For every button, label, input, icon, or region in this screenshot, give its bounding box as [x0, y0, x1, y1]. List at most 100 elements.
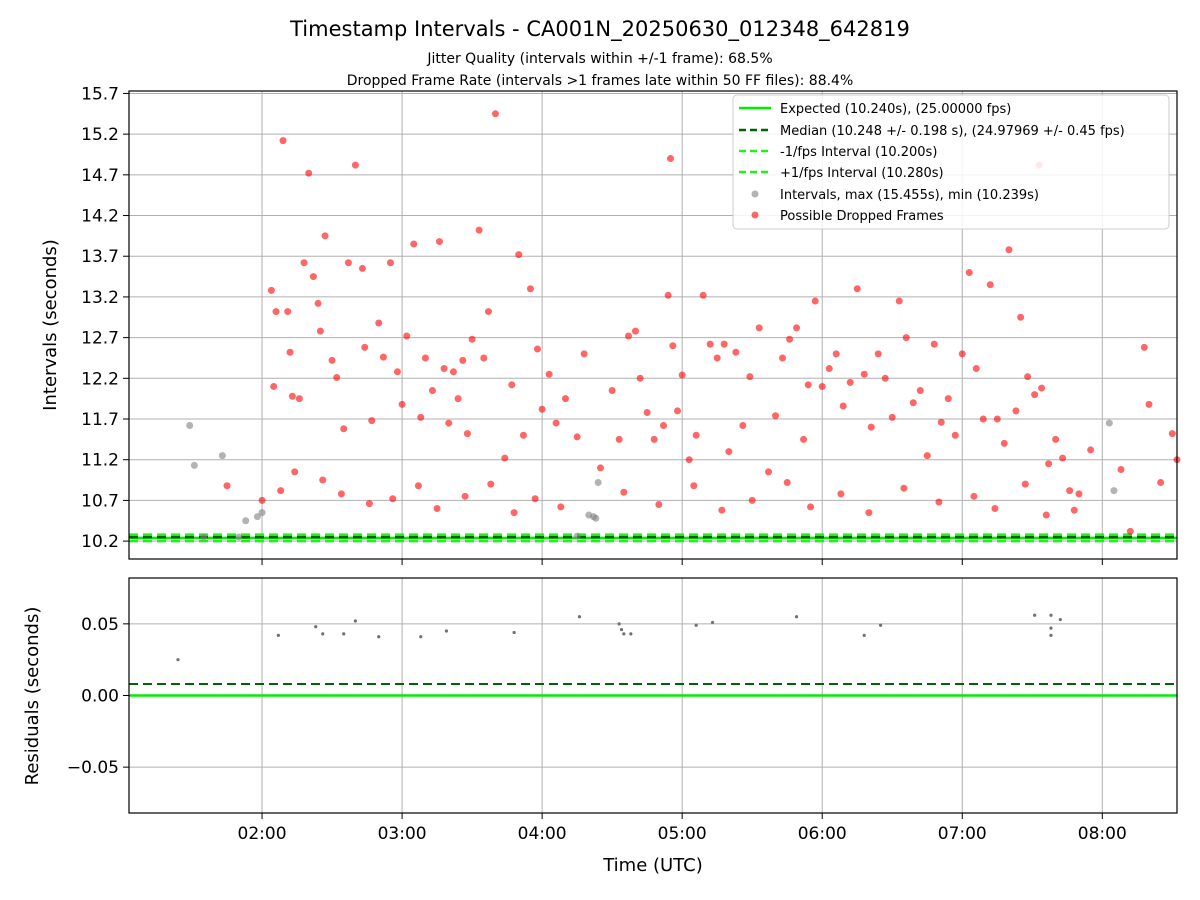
residual-point — [862, 633, 866, 637]
x-tick-label: 07:00 — [938, 824, 987, 844]
dropped-frame-point — [552, 419, 560, 427]
dropped-frame-point — [410, 240, 418, 248]
dropped-frame-point — [860, 370, 868, 378]
legend-intervals-label: Intervals, max (15.455s), min (10.239s) — [780, 188, 1039, 203]
residual-point — [794, 615, 799, 619]
intervals-y-tick-label: 14.2 — [81, 207, 119, 227]
residuals-x-ticks: 02:00 03:00 04:00 05:00 06:00 07:00 08:00 — [238, 813, 1127, 844]
intervals-panel: 10.2 10.7 11.2 11.7 12.2 12.7 13.2 13.7 14.2 14.7… — [40, 84, 1181, 565]
dropped-frame-point — [484, 308, 492, 316]
intervals-y-tick-label: 15.2 — [81, 125, 119, 145]
dropped-frame-point — [389, 495, 397, 503]
dropped-frame-point — [449, 368, 457, 376]
dropped-frame-point — [615, 435, 623, 443]
residuals-y-axis-label: Residuals (seconds) — [22, 607, 43, 786]
dropped-frame-point — [321, 232, 329, 240]
dropped-frame-point — [440, 365, 448, 373]
dropped-frame-point — [463, 430, 471, 438]
dropped-frame-point — [291, 468, 299, 476]
dropped-frame-point — [900, 484, 908, 492]
residual-point — [629, 632, 633, 636]
dropped-frame-point — [986, 281, 994, 289]
legend-intervals-swatch — [751, 190, 759, 198]
dropped-frame-point — [991, 505, 999, 513]
dropped-frame-point — [454, 395, 462, 403]
dropped-frame-point — [328, 356, 336, 364]
chart-subtitle-jitter: Jitter Quality (intervals within +/-1 fr… — [426, 51, 772, 67]
dropped-frame-point — [765, 468, 773, 476]
dropped-frame-point — [951, 431, 959, 439]
residual-point — [710, 620, 715, 625]
interval-point — [573, 532, 581, 540]
chart-subtitle-dropped: Dropped Frame Rate (intervals >1 frames … — [347, 73, 854, 89]
interval-point — [594, 478, 602, 486]
dropped-frame-point — [1038, 384, 1046, 392]
dropped-frame-point — [783, 478, 791, 486]
dropped-frame-point — [365, 500, 373, 508]
dropped-frame-point — [1145, 400, 1153, 408]
interval-point — [200, 533, 208, 541]
dropped-frame-point — [772, 412, 780, 420]
residuals-points — [176, 613, 1062, 662]
dropped-frame-point — [935, 498, 943, 506]
legend-median-label: Median (10.248 +/- 0.198 s), (24.97969 +… — [780, 124, 1125, 139]
dropped-frame-point — [660, 422, 668, 430]
legend-box — [732, 94, 1170, 230]
dropped-frame-point — [1066, 487, 1074, 495]
dropped-frame-point — [930, 340, 938, 348]
dropped-frame-point — [351, 161, 359, 169]
dropped-frame-point — [620, 488, 628, 496]
interval-point — [218, 452, 226, 460]
dropped-frame-point — [333, 373, 341, 381]
legend-plus-frame-label: +1/fps Interval (10.280s) — [780, 166, 944, 181]
x-tick-label: 03:00 — [378, 824, 427, 844]
dropped-frame-point — [1005, 246, 1013, 254]
dropped-frame-point — [361, 343, 369, 351]
dropped-frame-point — [895, 297, 903, 305]
dropped-frame-point — [958, 350, 966, 358]
dropped-frame-point — [421, 354, 429, 362]
intervals-y-tick-label: 14.7 — [81, 166, 119, 186]
dropped-frame-point — [414, 482, 422, 490]
dropped-frame-point — [459, 356, 467, 364]
dropped-frame-point — [865, 509, 873, 517]
dropped-frame-point — [739, 422, 747, 430]
dropped-frame-point — [902, 334, 910, 342]
legend: Expected (10.240s), (25.00000 fps) Media… — [732, 94, 1170, 230]
dropped-frame-point — [435, 238, 443, 246]
legend-dropped-label: Possible Dropped Frames — [780, 209, 944, 224]
dropped-frame-point — [678, 371, 686, 379]
dropped-frame-point — [1059, 454, 1067, 462]
residual-point — [1049, 626, 1053, 630]
dropped-frame-point — [561, 395, 569, 403]
dropped-frame-point — [965, 269, 973, 277]
dropped-frame-point — [580, 350, 588, 358]
residual-point — [1049, 633, 1053, 637]
dropped-frame-point — [1087, 446, 1095, 454]
legend-expected-label: Expected (10.240s), (25.00000 fps) — [780, 102, 1011, 117]
dropped-frame-point — [545, 370, 553, 378]
x-tick-label: 05:00 — [658, 824, 707, 844]
dropped-frame-point — [538, 405, 546, 413]
interval-point — [186, 422, 194, 430]
dropped-frame-point — [379, 353, 387, 361]
dropped-frame-point — [818, 382, 826, 390]
dropped-frame-point — [267, 286, 275, 294]
dropped-frame-point — [368, 417, 376, 425]
dropped-frame-point — [655, 500, 663, 508]
interval-point — [235, 533, 243, 541]
dropped-frame-point — [531, 495, 539, 503]
residuals-y-ticks: −0.05 0.00 0.05 — [67, 615, 129, 778]
dropped-frame-point — [692, 431, 700, 439]
dropped-frame-point — [1024, 373, 1032, 381]
dropped-frame-point — [468, 335, 476, 343]
dropped-frame-point — [970, 492, 978, 500]
dropped-frame-point — [685, 456, 693, 464]
residual-point — [878, 623, 883, 627]
intervals-points — [186, 110, 1181, 541]
dropped-frame-point — [573, 433, 581, 441]
residual-point — [276, 633, 280, 637]
dropped-frame-point — [508, 381, 516, 389]
dropped-frame-point — [664, 291, 672, 299]
x-axis-label: Time (UTC) — [602, 855, 703, 876]
